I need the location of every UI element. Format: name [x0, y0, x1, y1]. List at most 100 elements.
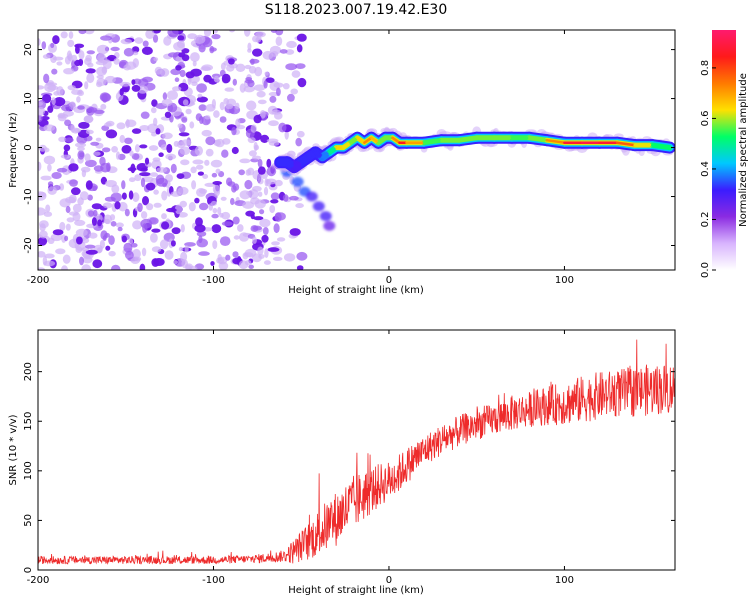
noise-blob [77, 105, 85, 110]
noise-blob [125, 61, 137, 70]
colorbar-tick-label: 0.0 [700, 262, 711, 278]
noise-blob [45, 204, 51, 213]
noise-blob [60, 31, 68, 39]
noise-blob [174, 204, 183, 215]
noise-blob [153, 189, 159, 195]
chart-title: S118.2023.007.19.42.E30 [265, 2, 448, 18]
noise-blob [96, 44, 109, 55]
noise-blob [285, 49, 295, 55]
noise-blob [65, 223, 71, 231]
noise-blob [91, 217, 97, 226]
noise-blob [203, 30, 212, 37]
noise-blob [60, 154, 71, 159]
noise-blob [213, 110, 220, 118]
noise-blob [58, 136, 67, 142]
snr-y-ticks: 0 50 100 150 200 [23, 362, 675, 573]
noise-blob [181, 48, 190, 54]
tail-mark [323, 220, 336, 231]
tail-mark [319, 211, 332, 222]
trace-segment [306, 151, 317, 159]
noise-blob [81, 169, 87, 178]
noise-blob [38, 161, 42, 171]
noise-blob [220, 62, 226, 71]
noise-blob [275, 36, 283, 46]
snr-series-line [38, 339, 675, 565]
trace-segment [363, 136, 373, 144]
noise-blob [139, 172, 151, 177]
noise-blob [146, 203, 154, 211]
noise-blob [84, 57, 92, 66]
noise-blob [124, 208, 130, 217]
noise-blob [121, 235, 128, 243]
noise-blob [59, 221, 66, 231]
noise-blob [38, 101, 43, 106]
noise-blob [190, 166, 197, 174]
x-tick-label: -100 [202, 575, 225, 586]
noise-blob [71, 54, 78, 62]
noise-blob [263, 186, 269, 196]
noise-blob [177, 35, 185, 41]
noise-blob [205, 148, 214, 157]
noise-blob [232, 183, 240, 191]
noise-blob [170, 163, 177, 174]
noise-blob [198, 104, 207, 111]
noise-blob [85, 249, 98, 255]
noise-blob [161, 98, 173, 107]
noise-blob [271, 241, 280, 246]
noise-blob [228, 58, 235, 65]
noise-blob [235, 63, 246, 72]
trace-segment [321, 151, 331, 159]
trace-segment [650, 143, 671, 149]
noise-blob [84, 153, 91, 162]
noise-blob [290, 88, 299, 95]
noise-blob [87, 210, 95, 217]
noise-blob [267, 247, 280, 252]
noise-blob [61, 265, 68, 270]
noise-blob [268, 141, 280, 146]
noise-blob [213, 139, 221, 147]
noise-blob [211, 172, 218, 178]
noise-blob [76, 96, 81, 103]
noise-blob [196, 96, 208, 103]
noise-blob [211, 99, 216, 109]
noise-blob [121, 180, 126, 190]
noise-blob [77, 146, 85, 151]
noise-blob [252, 48, 263, 57]
snr-line-group [38, 339, 675, 565]
noise-blob [179, 200, 187, 208]
noise-blob [91, 203, 103, 210]
snr-panel: -200 -100 0 100 0 50 100 150 200 Height of stra… [8, 329, 676, 596]
noise-blob [205, 136, 216, 146]
noise-blob [85, 129, 94, 135]
noise-blob [166, 207, 177, 213]
noise-blob [176, 141, 186, 149]
noise-blob [252, 155, 261, 160]
noise-blob [254, 199, 266, 209]
noise-blob [190, 52, 200, 62]
noise-blob [269, 205, 276, 213]
noise-blob [204, 115, 211, 120]
noise-blob [38, 106, 46, 116]
noise-blob [74, 142, 87, 148]
noise-blob [161, 213, 167, 220]
noise-blob [151, 131, 157, 137]
noise-blob [79, 152, 85, 158]
noise-blob [47, 105, 54, 113]
noise-blob [196, 83, 208, 93]
noise-blob [198, 44, 206, 53]
noise-blob [50, 42, 55, 49]
noise-blob [81, 264, 92, 270]
noise-blob [268, 120, 279, 127]
noise-blob [104, 75, 116, 84]
noise-blob [114, 201, 121, 210]
noise-blob [178, 132, 190, 137]
colorbar: 0.0 0.2 0.4 0.6 0.8 Normalized spectral ampl… [700, 30, 749, 278]
noise-blob [177, 123, 183, 129]
noise-blob [56, 61, 63, 66]
noise-blob [151, 246, 162, 253]
noise-blob [47, 186, 57, 195]
colorbar-tick-label: 0.6 [700, 110, 711, 126]
noise-blob [238, 169, 245, 176]
noise-blob [55, 248, 66, 255]
noise-blob [182, 99, 189, 106]
